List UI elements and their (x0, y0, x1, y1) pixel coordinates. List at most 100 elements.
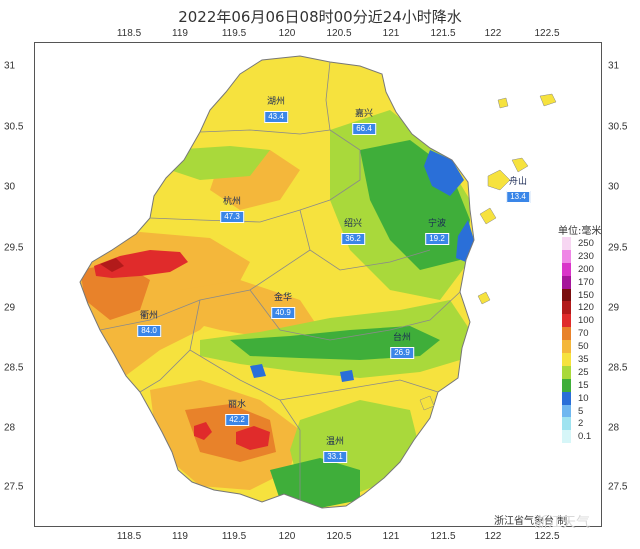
legend-swatch (562, 237, 571, 250)
legend: 单位:毫米 250 230 200 170 150 120 100 70 50 35 25 15 10 5… (558, 222, 602, 444)
station-zhoushan[interactable]: 舟山 13.4 (506, 176, 530, 204)
lat-tick-left-28-5: 28.5 (4, 362, 24, 374)
lon-tick-top-120: 120 (278, 28, 296, 39)
legend-label: 230 (578, 250, 594, 262)
legend-swatch (562, 288, 571, 302)
station-hangzhou[interactable]: 杭州 47.3 (220, 196, 244, 224)
station-jinhua[interactable]: 金华 40.9 (271, 292, 295, 320)
rain-core-darkred-west (100, 258, 124, 272)
lon-tick-top-119: 119 (172, 28, 188, 39)
lon-tick-top-122: 122 (484, 28, 502, 39)
station-value: 84.0 (137, 325, 161, 337)
watermark: 浙江天气 (534, 515, 590, 531)
lon-tick-bottom-120: 120 (278, 531, 296, 542)
rain-area-lightgreen-north (170, 146, 270, 180)
station-name: 台州 (392, 332, 412, 342)
lon-tick-bottom-119: 119 (172, 531, 188, 542)
lon-tick-top-119-5: 119.5 (221, 28, 247, 39)
rain-area-blue-south (250, 364, 266, 378)
rain-area-blue-ningbo (424, 150, 464, 196)
city-boundaries (99, 61, 461, 500)
legend-label: 70 (578, 328, 589, 340)
legend-label: 5 (578, 405, 584, 417)
rain-area-green-band (230, 326, 440, 360)
station-wenzhou[interactable]: 温州 33.1 (323, 436, 347, 464)
lat-tick-right-28: 28 (608, 422, 620, 434)
legend-rows: 250 230 200 170 150 120 100 70 50 35 25 15 10 5 2 0.1 (560, 237, 602, 444)
province-outline (79, 55, 475, 509)
legend-row: 250 (560, 237, 602, 250)
legend-swatch (562, 262, 571, 276)
station-shaoxing[interactable]: 绍兴 36.2 (341, 218, 365, 246)
station-name: 舟山 (508, 176, 528, 186)
rain-area-blue-south2 (340, 370, 354, 382)
lat-tick-right-30: 30 (608, 181, 620, 193)
station-value: 36.2 (341, 233, 365, 245)
station-huzhou[interactable]: 湖州 43.4 (264, 96, 288, 124)
legend-swatch (562, 353, 571, 366)
station-value: 47.3 (220, 211, 244, 223)
station-value: 19.2 (425, 233, 449, 245)
station-name: 嘉兴 (354, 108, 374, 118)
legend-row: 120 (560, 301, 602, 315)
lat-tick-right-29: 29 (608, 302, 620, 314)
lon-tick-bottom-122: 122 (484, 531, 502, 542)
legend-row: 25 (560, 365, 602, 379)
lon-tick-bottom-120-5: 120.5 (326, 531, 352, 542)
lat-tick-left-27-5: 27.5 (4, 481, 24, 493)
station-name: 衢州 (139, 310, 159, 320)
legend-swatch (562, 314, 571, 328)
lon-tick-top-118-5: 118.5 (116, 28, 142, 39)
legend-row: 200 (560, 262, 602, 276)
lat-tick-left-28: 28 (4, 422, 16, 434)
credit-text: 浙江省气象台 制 (494, 516, 568, 527)
lat-tick-left-31: 31 (4, 60, 16, 72)
legend-label: 50 (578, 341, 589, 353)
legend-swatch (562, 391, 571, 405)
legend-title: 单位:毫米 (558, 226, 602, 237)
station-name: 温州 (325, 436, 345, 446)
legend-row: 230 (560, 249, 602, 263)
legend-row: 100 (560, 314, 602, 328)
lat-tick-right-29-5: 29.5 (608, 242, 628, 254)
legend-swatch (562, 430, 571, 444)
lat-tick-right-27-5: 27.5 (608, 481, 628, 493)
station-name: 宁波 (427, 218, 447, 228)
station-jiaxing[interactable]: 嘉兴 66.4 (352, 108, 376, 136)
station-lishui[interactable]: 丽水 42.2 (225, 399, 249, 427)
station-value: 66.4 (352, 123, 376, 135)
lon-tick-bottom-118-5: 118.5 (116, 531, 142, 542)
lon-tick-top-122-5: 122.5 (534, 28, 560, 39)
legend-label: 250 (578, 238, 594, 249)
offshore-islands (419, 93, 557, 411)
legend-swatch (562, 275, 571, 289)
station-taizhou[interactable]: 台州 26.9 (390, 332, 414, 360)
station-value: 42.2 (225, 414, 249, 426)
station-value: 26.9 (390, 347, 414, 359)
lon-tick-top-121: 121 (382, 28, 400, 39)
legend-label: 120 (578, 302, 594, 314)
legend-row: 10 (560, 391, 602, 405)
lon-tick-bottom-121-5: 121.5 (430, 531, 456, 542)
rain-core-red-west (94, 250, 188, 278)
lon-tick-bottom-119-5: 119.5 (221, 531, 247, 542)
legend-label: 0.1 (578, 431, 592, 443)
station-ningbo[interactable]: 宁波 19.2 (425, 218, 449, 246)
legend-row: 2 (560, 417, 602, 431)
legend-swatch (562, 301, 571, 315)
legend-row: 15 (560, 378, 602, 392)
legend-swatch (562, 378, 571, 392)
station-name: 绍兴 (343, 218, 363, 228)
legend-row: 35 (560, 353, 602, 366)
lon-tick-bottom-122-5: 122.5 (534, 531, 560, 542)
rain-core-red-south2 (236, 426, 270, 450)
legend-label: 2 (578, 418, 584, 430)
legend-row: 50 (560, 340, 602, 354)
rain-area-orange-central (180, 280, 320, 340)
station-quzhou[interactable]: 衢州 84.0 (137, 310, 161, 338)
station-name: 杭州 (222, 196, 242, 206)
legend-row: 70 (560, 327, 602, 341)
lat-tick-right-31: 31 (608, 60, 620, 72)
station-value: 13.4 (506, 191, 530, 203)
lon-tick-top-121-5: 121.5 (430, 28, 456, 39)
